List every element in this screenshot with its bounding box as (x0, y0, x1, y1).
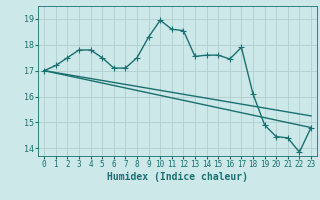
X-axis label: Humidex (Indice chaleur): Humidex (Indice chaleur) (107, 172, 248, 182)
